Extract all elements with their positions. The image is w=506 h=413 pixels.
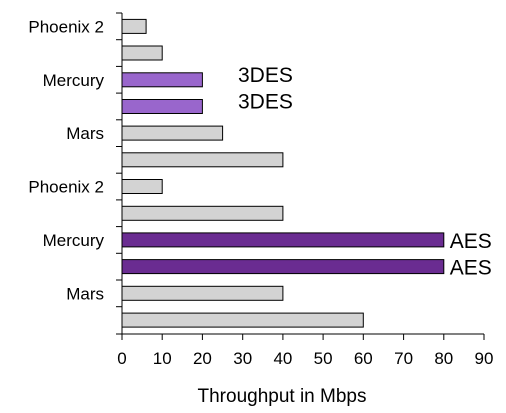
bar (121, 232, 445, 248)
y-tick-label: Mercury (43, 231, 105, 250)
bar (121, 285, 284, 301)
x-tick-label: 70 (394, 349, 413, 368)
x-tick-label: 60 (354, 349, 373, 368)
bar (121, 72, 203, 88)
x-tick-label: 80 (434, 349, 453, 368)
bar-annotation-label: 3DES (238, 91, 293, 114)
x-tick-label: 10 (153, 349, 172, 368)
x-tick-label: 90 (475, 349, 494, 368)
labels-layer: Phoenix 2 Mercury 3DES 3DES Mars Phoenix 2 Mer… (28, 17, 491, 303)
bar (121, 259, 445, 275)
bar (121, 312, 364, 328)
x-tick-label: 40 (273, 349, 292, 368)
bar (121, 99, 203, 114)
x-axis-title: Throughput in Mbps (198, 386, 367, 407)
x-ticks-layer: 0 10 20 30 40 50 60 70 80 90 (117, 334, 493, 368)
x-tick-label: 30 (233, 349, 252, 368)
bar-annotation-label: 3DES (238, 64, 293, 87)
bar (121, 125, 224, 141)
bar (121, 45, 163, 61)
bar (121, 205, 284, 221)
bar-annotation-label: AES (450, 257, 492, 280)
y-tick-label: Mercury (43, 71, 105, 90)
bar (121, 18, 147, 34)
y-tick-label: Phoenix 2 (28, 17, 104, 36)
y-tick-label: Mars (66, 284, 104, 303)
bar (121, 152, 284, 168)
x-tick-label: 20 (193, 349, 212, 368)
bar-annotation-label: AES (450, 230, 492, 253)
bar (121, 179, 163, 194)
x-tick-label: 50 (314, 349, 333, 368)
y-tick-label: Mars (66, 124, 104, 143)
x-tick-label: 0 (117, 349, 126, 368)
y-tick-label: Phoenix 2 (28, 178, 104, 197)
y-ticks-layer (116, 12, 122, 335)
